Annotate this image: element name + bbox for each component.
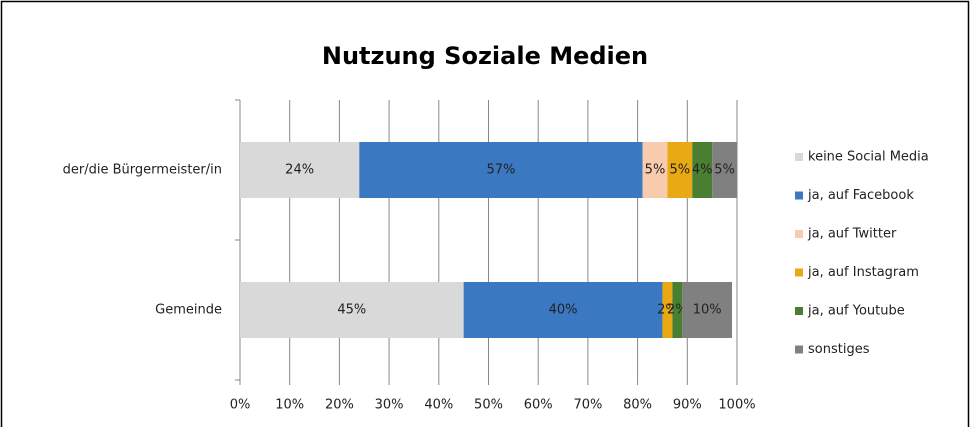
legend-swatch <box>795 153 803 161</box>
x-tick-label: 80% <box>623 398 652 413</box>
x-tick-label: 10% <box>275 398 304 413</box>
bar-segment <box>672 282 683 338</box>
bar-segment <box>642 142 668 198</box>
x-tick-label: 40% <box>424 398 453 413</box>
bar-segment <box>712 142 737 198</box>
bar-segment <box>240 282 464 338</box>
bar-segment <box>240 142 360 198</box>
x-tick-label: 90% <box>673 398 702 413</box>
x-tick-label: 50% <box>474 398 503 413</box>
bar-segment <box>692 142 713 198</box>
x-tick-label: 70% <box>573 398 602 413</box>
bar-segment <box>463 282 663 338</box>
legend-label: ja, auf Facebook <box>807 188 914 203</box>
legend-label: keine Social Media <box>808 150 929 165</box>
legend-swatch <box>795 307 803 315</box>
legend-label: sonstiges <box>808 342 870 357</box>
bar-segment <box>667 142 693 198</box>
y-tick-label: der/die Bürgermeister/in <box>63 163 222 178</box>
data-label: 45% <box>337 303 366 318</box>
legend-swatch <box>795 345 803 354</box>
data-label: 57% <box>486 163 515 178</box>
chart-title: Nutzung Soziale Medien <box>322 42 648 70</box>
data-label: 24% <box>285 163 314 178</box>
data-label: 5% <box>670 163 691 178</box>
bar-segment <box>682 282 733 338</box>
bar-segment <box>662 282 673 338</box>
legend-swatch <box>795 268 803 277</box>
bar-segment <box>359 142 643 198</box>
x-tick-label: 0% <box>230 398 251 413</box>
x-tick-label: 20% <box>325 398 354 413</box>
legend-swatch <box>795 230 803 238</box>
legend-label: ja, auf Youtube <box>807 304 905 319</box>
data-label: 5% <box>645 163 666 178</box>
legend-label: ja, auf Twitter <box>807 227 897 242</box>
data-label: 40% <box>549 303 578 318</box>
x-tick-label: 60% <box>524 398 553 413</box>
legend-swatch <box>795 191 803 200</box>
x-tick-label: 30% <box>375 398 404 413</box>
x-tick-label: 100% <box>718 398 755 413</box>
data-label: 5% <box>714 163 735 178</box>
data-label: 10% <box>693 303 722 318</box>
y-tick-label: Gemeinde <box>155 303 222 318</box>
data-label: 4% <box>692 163 713 178</box>
legend-label: ja, auf Instagram <box>807 265 919 280</box>
